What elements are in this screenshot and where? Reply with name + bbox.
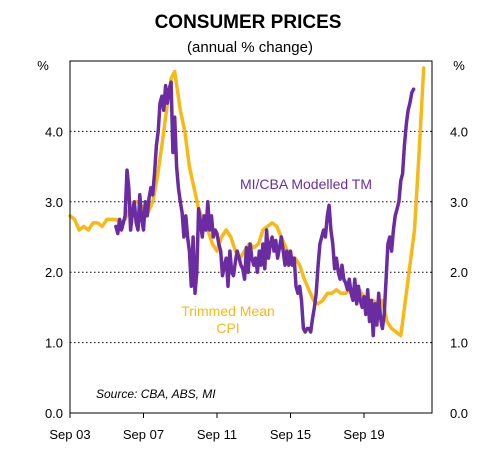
y-axis-unit-left: % — [37, 58, 49, 73]
label-mi-cba-modelled-tm: MI/CBA Modelled TM — [240, 176, 372, 192]
y-ticks-left: 0.0 1.0 2.0 3.0 4.0 — [45, 124, 63, 421]
y-tick-left-label: 4.0 — [45, 124, 63, 139]
x-tick-label: Sep 03 — [49, 427, 90, 442]
y-tick-left-label: 2.0 — [45, 265, 63, 280]
x-tick-label: Sep 07 — [123, 427, 164, 442]
chart-subtitle: (annual % change) — [187, 39, 313, 56]
x-tick-label: Sep 11 — [197, 427, 237, 442]
x-ticks: Sep 03 Sep 07 Sep 11 Sep 15 Sep 19 — [49, 413, 385, 442]
plot-frame — [69, 60, 433, 414]
source-note: Source: CBA, ABS, MI — [96, 387, 216, 401]
chart-title: CONSUMER PRICES — [155, 12, 342, 33]
y-axis-unit-right: % — [453, 58, 465, 73]
series-lines — [68, 66, 426, 338]
y-tick-right-label: 4.0 — [450, 124, 468, 139]
series-line-1 — [114, 80, 416, 338]
label-trimmed-mean: Trimmed Mean — [181, 303, 275, 319]
y-tick-left-label: 1.0 — [45, 336, 63, 351]
x-tick-label: Sep 15 — [270, 427, 311, 442]
x-tick-label: Sep 19 — [343, 427, 384, 442]
y-tick-right-label: 2.0 — [450, 265, 468, 280]
y-tick-right-label: 1.0 — [450, 336, 468, 351]
y-tick-left-label: 3.0 — [45, 195, 63, 210]
label-cpi: CPI — [216, 320, 239, 336]
y-tick-right-label: 0.0 — [450, 406, 468, 421]
y-tick-left-label: 0.0 — [45, 406, 63, 421]
y-ticks-right: 0.0 1.0 2.0 3.0 4.0 — [450, 124, 468, 421]
y-tick-right-label: 3.0 — [450, 195, 468, 210]
